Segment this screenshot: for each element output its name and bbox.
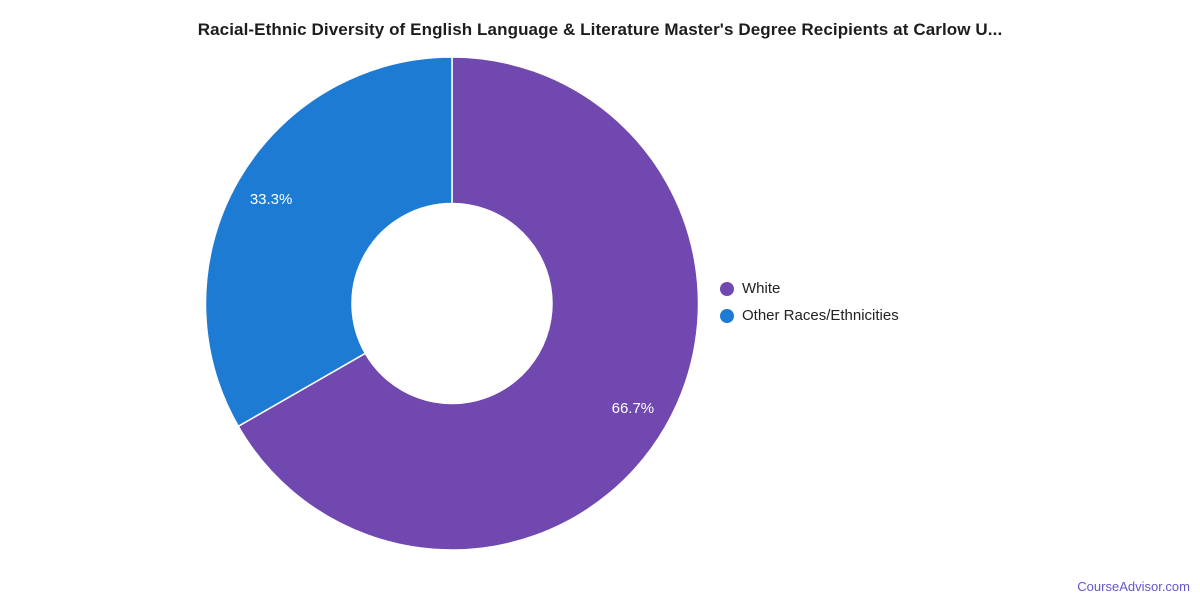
pie-slice-other-races-ethnicities[interactable] [204, 56, 453, 428]
legend-item-white[interactable]: White [720, 275, 899, 302]
courseadvisor-link[interactable]: CourseAdvisor.com [1077, 579, 1190, 594]
legend-label: White [742, 280, 781, 297]
slice-label-other-races-ethnicities: 33.3% [250, 191, 293, 208]
legend-marker-icon [720, 308, 734, 323]
legend: White Other Races/Ethnicities [720, 275, 899, 329]
legend-marker-icon [720, 281, 734, 296]
legend-label: Other Races/Ethnicities [742, 307, 899, 324]
pie-slice-white[interactable] [237, 56, 700, 551]
legend-item-other-races-ethnicities[interactable]: Other Races/Ethnicities [720, 302, 899, 329]
slice-label-white: 66.7% [612, 400, 655, 417]
chart-title: Racial-Ethnic Diversity of English Langu… [197, 20, 1003, 39]
